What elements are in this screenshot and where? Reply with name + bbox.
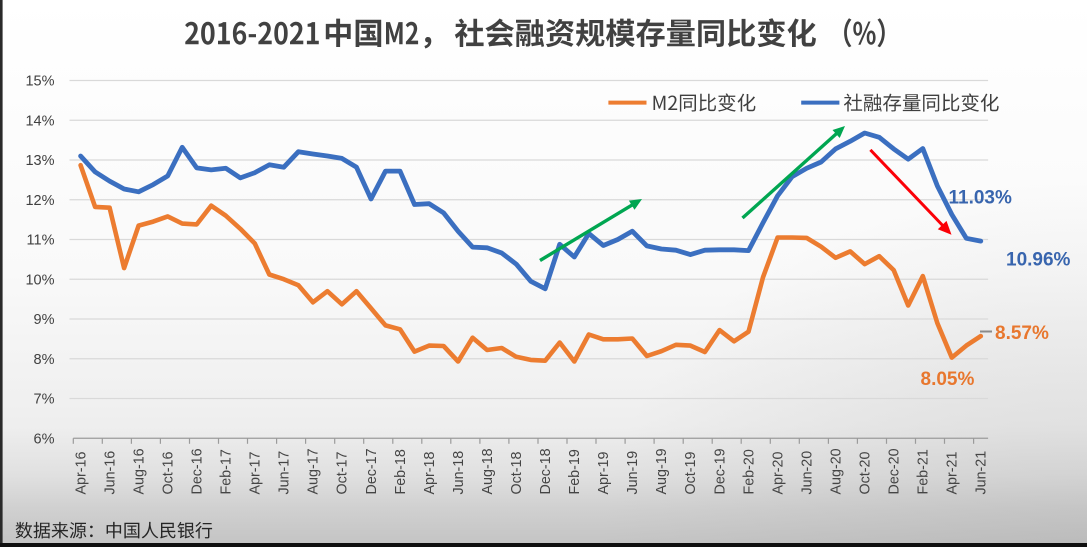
svg-text:Apr-21: Apr-21: [945, 452, 961, 495]
svg-text:Aug-19: Aug-19: [654, 448, 670, 494]
svg-text:Aug-18: Aug-18: [480, 448, 496, 494]
svg-text:Jun-20: Jun-20: [799, 451, 815, 495]
svg-text:Feb-19: Feb-19: [567, 449, 583, 494]
svg-text:Jun-19: Jun-19: [625, 451, 641, 495]
svg-text:Aug-17: Aug-17: [306, 448, 322, 494]
svg-text:Dec-17: Dec-17: [364, 448, 380, 494]
svg-text:Jun-21: Jun-21: [974, 451, 990, 495]
svg-text:Apr-18: Apr-18: [422, 452, 438, 495]
svg-text:8%: 8%: [34, 352, 55, 368]
svg-text:Dec-19: Dec-19: [712, 448, 728, 494]
svg-text:Oct-19: Oct-19: [683, 452, 699, 495]
svg-text:Oct-16: Oct-16: [161, 452, 177, 495]
svg-text:12%: 12%: [25, 193, 54, 209]
svg-text:Feb-18: Feb-18: [393, 449, 409, 494]
svg-text:Aug-20: Aug-20: [828, 448, 844, 494]
svg-text:6%: 6%: [34, 431, 55, 447]
svg-text:13%: 13%: [25, 153, 54, 169]
svg-text:14%: 14%: [25, 114, 54, 130]
svg-text:Feb-20: Feb-20: [741, 449, 757, 494]
svg-text:Jun-17: Jun-17: [277, 451, 293, 495]
svg-text:Oct-20: Oct-20: [858, 452, 874, 495]
svg-text:Jun-18: Jun-18: [451, 451, 467, 495]
svg-text:7%: 7%: [34, 392, 55, 408]
svg-text:8.05%: 8.05%: [921, 369, 975, 390]
svg-text:9%: 9%: [34, 312, 55, 328]
svg-text:10.96%: 10.96%: [1006, 250, 1071, 271]
svg-text:Dec-18: Dec-18: [538, 448, 554, 494]
svg-text:Apr-19: Apr-19: [596, 452, 612, 495]
svg-text:15%: 15%: [25, 74, 54, 90]
svg-text:Apr-16: Apr-16: [73, 452, 89, 495]
svg-text:Oct-18: Oct-18: [509, 452, 525, 495]
svg-text:Feb-17: Feb-17: [219, 449, 235, 494]
svg-text:10%: 10%: [25, 272, 54, 288]
svg-text:Apr-17: Apr-17: [248, 452, 264, 495]
svg-text:Feb-21: Feb-21: [916, 449, 932, 494]
svg-text:Dec-20: Dec-20: [887, 448, 903, 494]
svg-text:Oct-17: Oct-17: [335, 452, 351, 495]
svg-text:8.57%: 8.57%: [995, 323, 1049, 344]
svg-text:11.03%: 11.03%: [949, 188, 1012, 209]
svg-text:Apr-20: Apr-20: [770, 452, 786, 495]
svg-text:Dec-16: Dec-16: [190, 448, 206, 494]
svg-text:Jun-16: Jun-16: [102, 451, 118, 495]
svg-text:11%: 11%: [27, 233, 55, 249]
svg-text:Aug-16: Aug-16: [131, 448, 147, 494]
